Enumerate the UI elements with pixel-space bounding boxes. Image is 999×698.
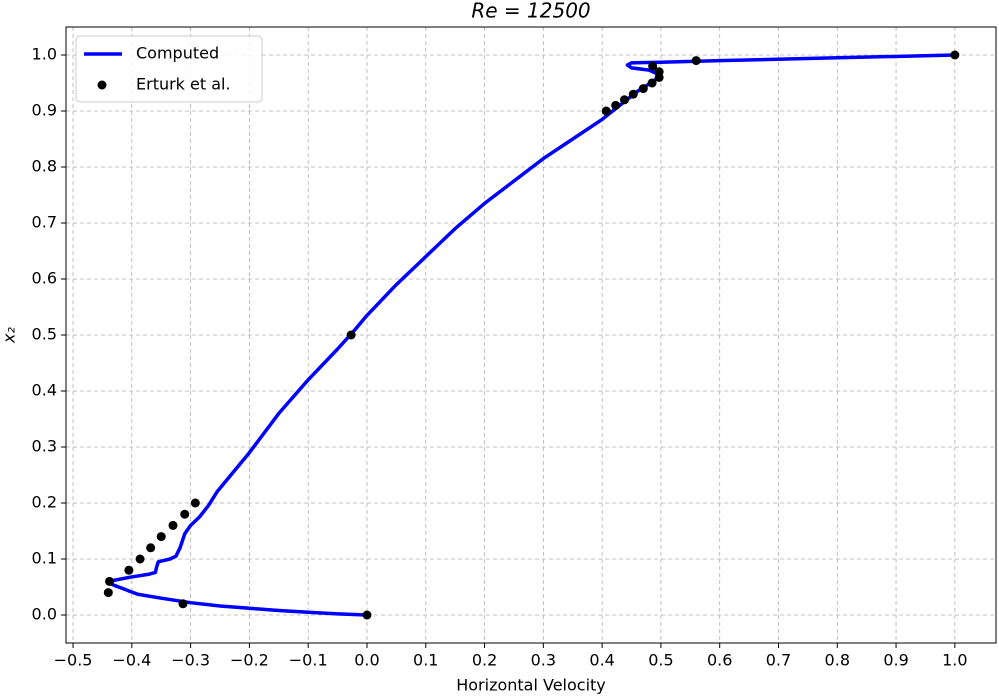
data-point (362, 610, 372, 620)
x-tick-label: 0.2 (472, 651, 497, 670)
y-tick-label: 0.7 (32, 213, 57, 232)
data-point (168, 520, 178, 530)
legend-label: Erturk et al. (136, 75, 231, 94)
y-tick-label: 0.5 (32, 325, 57, 344)
data-point (611, 100, 621, 110)
data-point (648, 61, 658, 71)
y-axis-label: x₂ (0, 326, 19, 343)
legend-label: Computed (136, 44, 219, 63)
x-tick-label: −0.1 (289, 651, 328, 670)
data-point (135, 554, 145, 564)
y-tick-label: 0.4 (32, 381, 57, 400)
x-tick-label: −0.5 (54, 651, 93, 670)
y-tick-label: 1.0 (32, 45, 57, 64)
data-point (647, 78, 657, 88)
data-point (124, 565, 134, 575)
x-tick-label: 0.1 (413, 651, 438, 670)
x-tick-label: 0.0 (354, 651, 379, 670)
x-tick-label: 0.3 (531, 651, 556, 670)
data-point (691, 56, 701, 66)
x-tick-label: 0.9 (883, 651, 908, 670)
data-point (628, 89, 638, 99)
data-point (950, 50, 960, 60)
data-point (156, 532, 166, 542)
data-point (638, 84, 648, 94)
x-tick-label: 1.0 (942, 651, 967, 670)
x-tick-label: −0.2 (230, 651, 269, 670)
x-tick-label: −0.4 (112, 651, 151, 670)
y-tick-label: 0.1 (32, 549, 57, 568)
x-tick-label: 0.6 (707, 651, 732, 670)
plot-frame (65, 26, 997, 644)
legend-box (75, 35, 263, 103)
x-tick-label: 0.7 (766, 651, 791, 670)
x-tick-label: 0.4 (589, 651, 614, 670)
data-point (346, 330, 356, 340)
y-tick-label: 0.8 (32, 157, 57, 176)
x-tick-label: 0.8 (825, 651, 850, 670)
data-point (654, 72, 664, 82)
x-axis-label: Horizontal Velocity (456, 676, 606, 695)
data-point (105, 576, 115, 586)
y-tick-label: 0.0 (32, 605, 57, 624)
y-tick-label: 0.9 (32, 101, 57, 120)
x-tick-label: −0.3 (171, 651, 210, 670)
data-point (601, 106, 611, 116)
data-point (178, 599, 188, 609)
y-tick-label: 0.2 (32, 493, 57, 512)
data-point (146, 543, 156, 553)
x-tick-label: 0.5 (648, 651, 673, 670)
data-point (619, 95, 629, 105)
y-tick-label: 0.3 (32, 437, 57, 456)
chart-title: Re = 12500 (471, 0, 590, 23)
data-point (190, 498, 200, 508)
data-point (103, 588, 113, 598)
legend-marker (97, 80, 107, 90)
y-tick-label: 0.6 (32, 269, 57, 288)
data-point (180, 509, 190, 519)
